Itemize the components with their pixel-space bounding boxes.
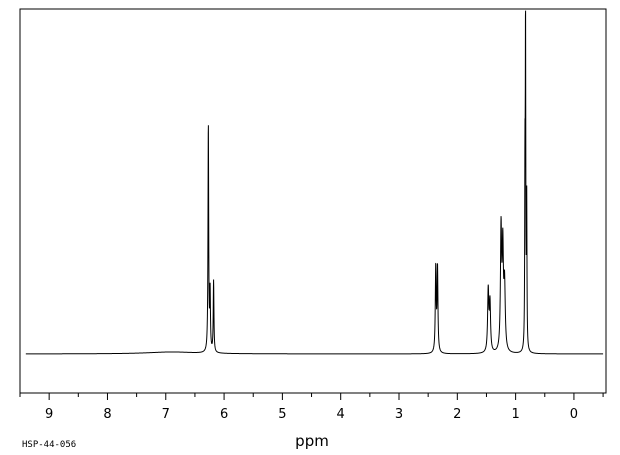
x-tick-label: 0 [570,407,578,422]
x-axis-ticks [19,393,604,400]
sample-code-label: HSP-44-056 [22,440,76,450]
x-tick-label: 8 [103,407,111,422]
x-tick-label: 7 [162,407,170,422]
spectrum-trace [25,10,604,355]
x-tick-label: 2 [453,407,461,422]
x-tick-label: 3 [395,407,403,422]
x-tick-label: 1 [511,407,519,422]
x-axis-label: ppm [295,432,329,450]
plot-frame [19,8,607,394]
x-tick-label: 6 [220,407,228,422]
x-tick-label: 5 [278,407,286,422]
x-axis-tick-labels: 9 8 7 6 5 4 3 2 1 0 [45,407,578,422]
x-tick-label: 4 [337,407,345,422]
x-tick-label: 9 [45,407,53,422]
